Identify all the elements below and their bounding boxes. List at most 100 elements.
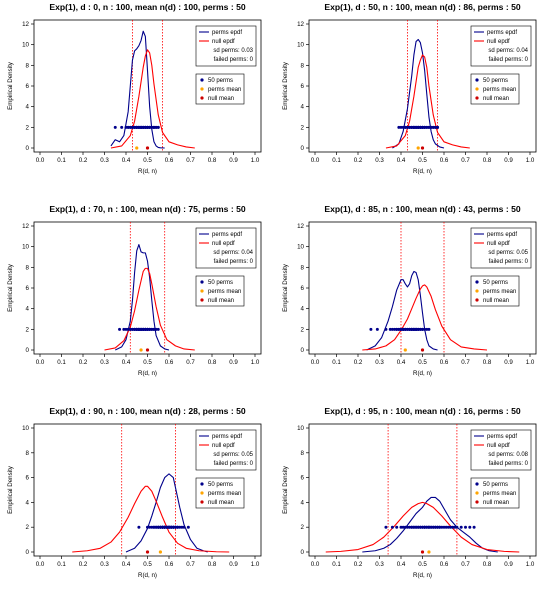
perm-point — [135, 125, 139, 129]
x-axis-title: R(d, n) — [413, 572, 432, 579]
x-tick-label: 0.3 — [375, 359, 384, 366]
perm-point — [141, 125, 145, 129]
perm-point — [167, 525, 171, 529]
perm-point — [130, 125, 134, 129]
perm-point — [412, 525, 416, 529]
x-tick-label: 0.7 — [461, 157, 470, 164]
x-tick-label: 0.7 — [186, 561, 195, 568]
perm-point — [403, 525, 407, 529]
legend-box-points — [195, 477, 245, 509]
null-mean-point — [145, 550, 150, 554]
perm-point — [431, 125, 435, 129]
y-tick-label: 6 — [301, 475, 305, 482]
legend-null-mean: null mean — [483, 500, 509, 506]
perm-point — [369, 327, 373, 331]
perm-point — [384, 327, 388, 331]
perm-point — [429, 525, 433, 529]
chart-panel-1: Exp(1), d : 0, n : 100, mean n(d) : 100,… — [7, 2, 262, 175]
null-mean-point — [145, 348, 150, 352]
perms-epdf-line — [366, 270, 438, 351]
x-tick-label: 1.0 — [526, 157, 535, 164]
perm-point — [405, 525, 409, 529]
legend-null-epdf: null epdf — [487, 39, 510, 45]
legend-null-epdf: null epdf — [212, 241, 235, 247]
perm-point — [150, 125, 154, 129]
legend-box-points — [195, 275, 245, 307]
legend-perms-mean: perms mean — [208, 87, 241, 93]
legend-perms-mean-dot — [200, 491, 204, 495]
y-tick-label: 10 — [297, 42, 304, 49]
x-tick-label: 0.3 — [375, 561, 384, 568]
y-axis-title: Empirical Density — [282, 263, 289, 312]
perm-point — [113, 125, 117, 129]
perm-point — [433, 525, 437, 529]
x-tick-label: 0.9 — [229, 157, 238, 164]
x-tick-label: 0.2 — [354, 157, 363, 164]
perm-point — [130, 327, 134, 331]
y-tick-label: 6 — [26, 475, 30, 482]
legend-perms-mean: perms mean — [483, 289, 516, 295]
x-tick-label: 0.4 — [122, 157, 131, 164]
y-axis-title: Empirical Density — [7, 263, 14, 312]
perm-point — [118, 327, 122, 331]
perms-mean-point — [139, 348, 143, 352]
x-tick-label: 0.1 — [57, 359, 66, 366]
legend-failed-perms: failed perms: 0 — [214, 461, 254, 467]
y-tick-label: 2 — [301, 524, 305, 531]
perm-point — [444, 525, 448, 529]
perm-point — [410, 525, 414, 529]
perm-point — [448, 525, 452, 529]
x-tick-label: 0.7 — [186, 157, 195, 164]
perm-point — [431, 525, 435, 529]
perm-point — [156, 327, 160, 331]
x-tick-label: 1.0 — [251, 359, 260, 366]
chart-title: Exp(1), d : 70, n : 100, mean n(d) : 75,… — [49, 204, 246, 214]
legend-sd-perms: sd perms: 0.04 — [488, 48, 528, 54]
chart-panel-5: Exp(1), d : 90, n : 100, mean n(d) : 28,… — [7, 406, 262, 579]
x-tick-label: 0.2 — [79, 157, 88, 164]
null-mean-point — [420, 348, 425, 352]
perm-point — [146, 327, 149, 331]
y-tick-label: 2 — [26, 124, 30, 131]
perm-point — [120, 125, 124, 129]
null-mean-point — [420, 550, 425, 554]
x-tick-label: 0.6 — [440, 561, 449, 568]
chart-title: Exp(1), d : 50, n : 100, mean n(d) : 86,… — [324, 2, 521, 12]
y-tick-label: 0 — [301, 549, 305, 556]
y-axis-title: Empirical Density — [282, 465, 289, 514]
y-tick-label: 0 — [26, 347, 30, 354]
x-tick-label: 0.8 — [208, 157, 217, 164]
legend-failed-perms: failed perms: 0 — [489, 57, 529, 63]
null-mean-point — [420, 146, 425, 150]
perm-point — [412, 125, 416, 129]
legend-failed-perms: failed perms: 0 — [489, 259, 529, 265]
perm-point — [403, 327, 407, 331]
perms-mean-point — [403, 348, 407, 352]
perm-point — [141, 327, 145, 331]
perm-point — [150, 327, 154, 331]
legend-perms-mean-dot — [200, 289, 204, 293]
perm-point — [128, 327, 132, 331]
x-tick-label: 0.8 — [483, 157, 492, 164]
y-tick-label: 12 — [22, 21, 29, 28]
perm-point — [440, 525, 444, 529]
perm-point — [418, 125, 422, 129]
perm-point — [143, 125, 147, 129]
perms-mean-point — [427, 550, 431, 554]
legend-failed-perms: failed perms: 0 — [214, 259, 254, 265]
perm-point — [453, 525, 457, 529]
x-tick-label: 0.2 — [354, 561, 363, 568]
legend-perms-epdf: perms epdf — [487, 434, 517, 440]
x-tick-label: 0.5 — [143, 561, 152, 568]
legend-failed-perms: failed perms: 0 — [214, 57, 254, 63]
perm-point — [139, 125, 143, 129]
perm-point — [423, 327, 427, 331]
perm-point — [459, 525, 463, 529]
perm-point — [405, 125, 409, 129]
x-tick-label: 0.4 — [397, 157, 406, 164]
x-tick-label: 0.8 — [208, 561, 217, 568]
y-tick-label: 6 — [26, 285, 30, 292]
perm-point — [178, 525, 182, 529]
x-tick-label: 0.9 — [504, 561, 513, 568]
